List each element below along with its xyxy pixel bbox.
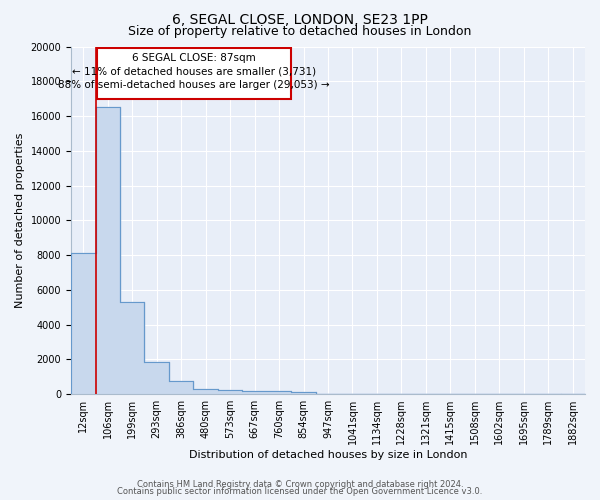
Text: Size of property relative to detached houses in London: Size of property relative to detached ho… bbox=[128, 25, 472, 38]
FancyBboxPatch shape bbox=[97, 48, 292, 98]
X-axis label: Distribution of detached houses by size in London: Distribution of detached houses by size … bbox=[189, 450, 467, 460]
Text: 6, SEGAL CLOSE, LONDON, SE23 1PP: 6, SEGAL CLOSE, LONDON, SE23 1PP bbox=[172, 12, 428, 26]
Text: 6 SEGAL CLOSE: 87sqm
← 11% of detached houses are smaller (3,731)
88% of semi-de: 6 SEGAL CLOSE: 87sqm ← 11% of detached h… bbox=[58, 54, 330, 90]
Text: Contains public sector information licensed under the Open Government Licence v3: Contains public sector information licen… bbox=[118, 487, 482, 496]
Text: Contains HM Land Registry data © Crown copyright and database right 2024.: Contains HM Land Registry data © Crown c… bbox=[137, 480, 463, 489]
Y-axis label: Number of detached properties: Number of detached properties bbox=[15, 132, 25, 308]
